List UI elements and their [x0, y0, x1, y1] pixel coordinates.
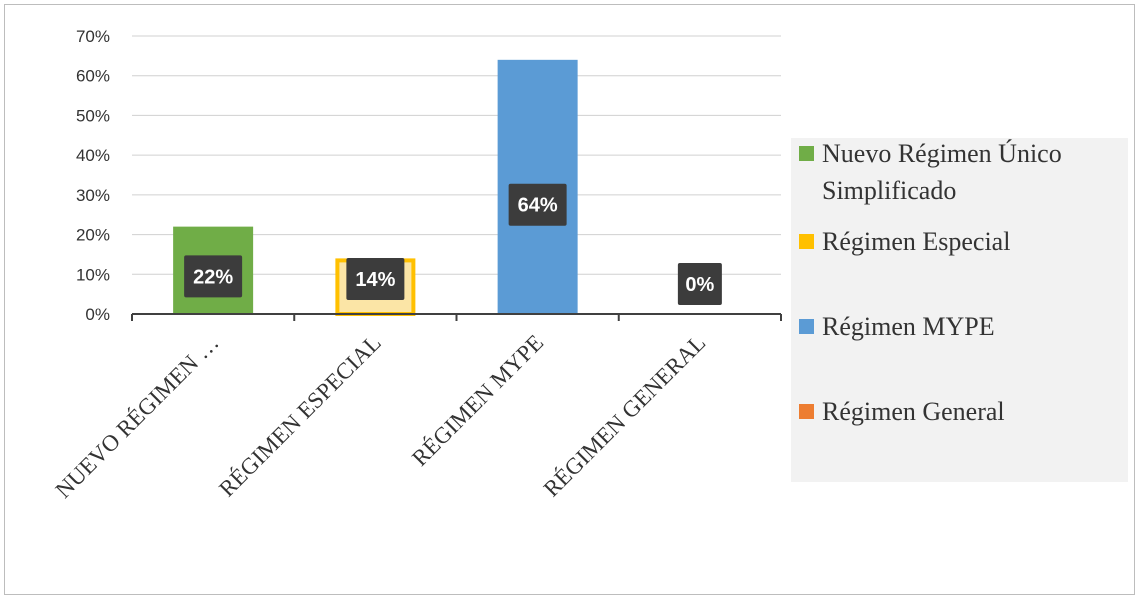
data-label-box [346, 258, 405, 300]
data-label: 14% [355, 269, 395, 291]
legend-label: Nuevo Régimen Único [822, 139, 1062, 168]
y-tick-label: 30% [76, 186, 110, 205]
data-label-box [184, 255, 243, 298]
y-tick-label: 20% [76, 226, 110, 245]
legend-swatch [799, 146, 814, 161]
legend-label-line2: Simplificado [822, 176, 956, 205]
x-category-label: RÉGIMEN MYPE [407, 330, 548, 471]
y-tick-label: 70% [76, 27, 110, 46]
legend-swatch [799, 234, 814, 249]
data-label: 0% [685, 274, 714, 296]
data-label-box [508, 183, 567, 226]
data-label-box [677, 263, 722, 305]
legend-swatch [799, 319, 814, 334]
legend-box [791, 138, 1128, 482]
y-tick-label: 40% [76, 146, 110, 165]
data-label: 22% [193, 266, 233, 288]
x-category-label: RÉGIMEN ESPECIAL [214, 330, 386, 502]
y-tick-label: 10% [76, 265, 110, 284]
x-category-label: NUEVO RÉGIMEN … [51, 330, 224, 503]
legend-label: Régimen MYPE [822, 312, 995, 341]
legend-label: Régimen Especial [822, 227, 1010, 256]
y-tick-label: 50% [76, 106, 110, 125]
y-tick-label: 60% [76, 67, 110, 86]
legend-label: Régimen General [822, 397, 1005, 426]
y-tick-label: 0% [85, 305, 110, 324]
legend-swatch [799, 404, 814, 419]
x-category-label: RÉGIMEN GENERAL [539, 330, 711, 502]
data-label: 64% [518, 195, 558, 217]
